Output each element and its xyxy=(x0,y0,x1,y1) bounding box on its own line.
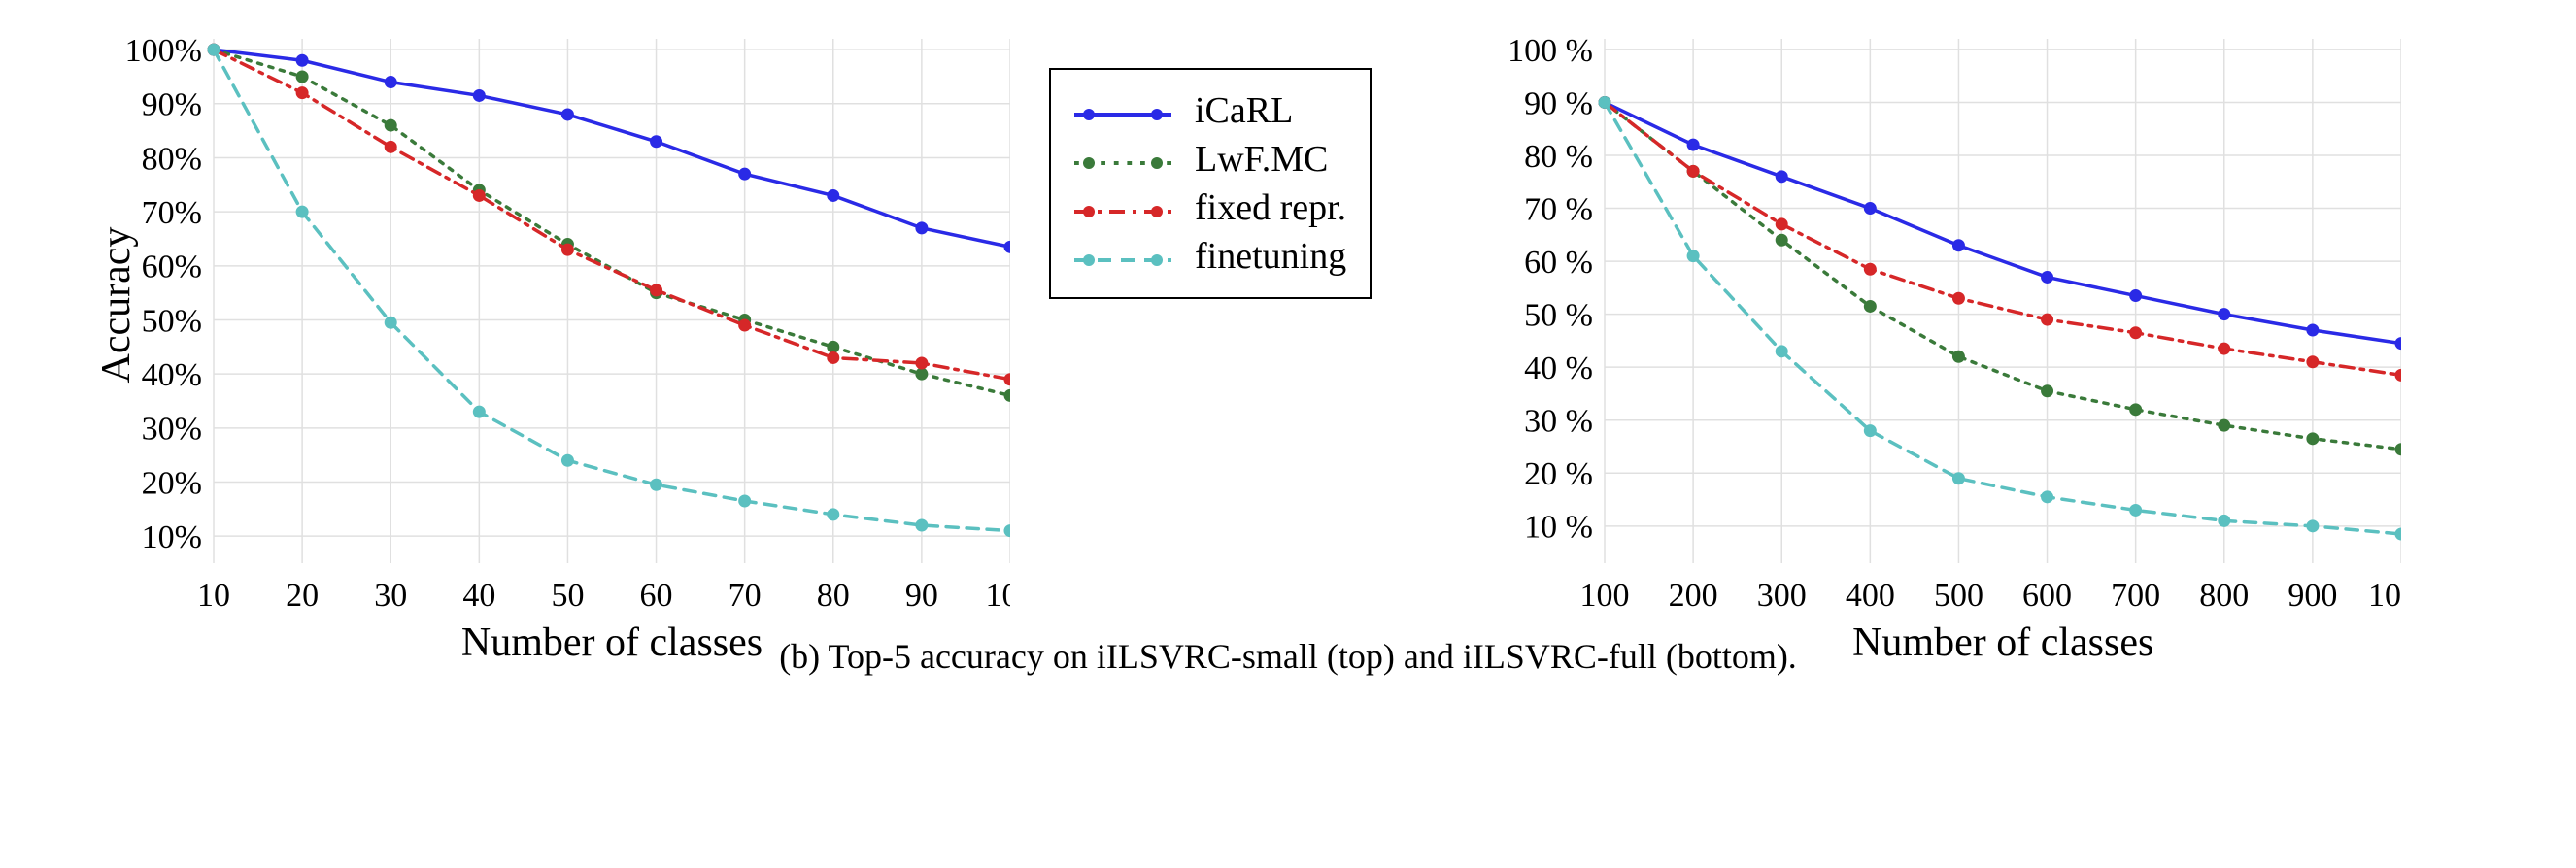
legend-label: finetuning xyxy=(1195,235,1346,278)
svg-text:30%: 30% xyxy=(142,412,202,448)
svg-text:100: 100 xyxy=(1580,578,1630,614)
svg-text:70%: 70% xyxy=(142,195,202,231)
x-axis-label-right: Number of classes xyxy=(1605,619,2401,666)
figure-container: 10% 20% 30% 40% 50% 60% 70% 80% 90% 100% 10 20 30 40 5… xyxy=(19,19,2557,849)
svg-text:10: 10 xyxy=(197,578,230,614)
svg-text:600: 600 xyxy=(2022,578,2072,614)
legend: iCaRL LwF.MC fixed repr. finetuning xyxy=(1049,68,1372,299)
svg-text:500: 500 xyxy=(1934,578,1983,614)
svg-text:80 %: 80 % xyxy=(1524,139,1593,175)
svg-text:10%: 10% xyxy=(142,519,202,555)
x-axis-label-left: Number of classes xyxy=(214,619,1010,666)
charts-row: 10% 20% 30% 40% 50% 60% 70% 80% 90% 100% 10 20 30 40 5… xyxy=(19,19,2557,626)
svg-text:700: 700 xyxy=(2111,578,2160,614)
legend-item: iCaRL xyxy=(1074,89,1346,132)
svg-text:90: 90 xyxy=(905,578,938,614)
legend-label: LwF.MC xyxy=(1195,138,1328,181)
chart-right-wrapper: 10 % 20 % 30 % 40 % 50 % 60 % 70 % 80 % 90 % 100 … xyxy=(1410,19,2401,626)
svg-text:50: 50 xyxy=(551,578,584,614)
svg-text:50 %: 50 % xyxy=(1524,298,1593,334)
svg-text:10 %: 10 % xyxy=(1524,510,1593,546)
legend-item: fixed repr. xyxy=(1074,186,1346,229)
svg-text:60 %: 60 % xyxy=(1524,245,1593,281)
svg-text:50%: 50% xyxy=(142,303,202,339)
svg-text:80: 80 xyxy=(817,578,850,614)
svg-text:20 %: 20 % xyxy=(1524,456,1593,492)
chart-right: 10 % 20 % 30 % 40 % 50 % 60 % 70 % 80 % 90 % 100 … xyxy=(1410,19,2401,621)
svg-text:90%: 90% xyxy=(142,87,202,123)
svg-text:100: 100 xyxy=(986,578,1011,614)
svg-text:40%: 40% xyxy=(142,357,202,393)
svg-text:20: 20 xyxy=(286,578,319,614)
svg-text:40 %: 40 % xyxy=(1524,351,1593,386)
legend-swatch xyxy=(1074,242,1171,271)
svg-text:80%: 80% xyxy=(142,141,202,177)
svg-text:400: 400 xyxy=(1846,578,1895,614)
legend-label: fixed repr. xyxy=(1195,186,1346,229)
svg-text:70 %: 70 % xyxy=(1524,191,1593,227)
chart-left-wrapper: 10% 20% 30% 40% 50% 60% 70% 80% 90% 100% 10 20 30 40 5… xyxy=(19,19,1010,626)
svg-text:90 %: 90 % xyxy=(1524,85,1593,121)
y-axis-label-left: Accuracy xyxy=(93,208,140,402)
legend-swatch xyxy=(1074,145,1171,174)
svg-text:60%: 60% xyxy=(142,250,202,285)
svg-text:800: 800 xyxy=(2199,578,2249,614)
svg-text:100 %: 100 % xyxy=(1508,33,1593,69)
svg-text:70: 70 xyxy=(729,578,762,614)
legend-label: iCaRL xyxy=(1195,89,1293,132)
legend-item: finetuning xyxy=(1074,235,1346,278)
svg-text:60: 60 xyxy=(640,578,673,614)
svg-text:900: 900 xyxy=(2288,578,2338,614)
legend-item: LwF.MC xyxy=(1074,138,1346,181)
svg-text:30: 30 xyxy=(374,578,407,614)
legend-swatch xyxy=(1074,96,1171,125)
legend-swatch xyxy=(1074,193,1171,222)
svg-text:40: 40 xyxy=(462,578,495,614)
svg-text:1000: 1000 xyxy=(2368,578,2401,614)
svg-text:300: 300 xyxy=(1757,578,1807,614)
svg-text:200: 200 xyxy=(1669,578,1718,614)
svg-text:20%: 20% xyxy=(142,465,202,501)
chart-left: 10% 20% 30% 40% 50% 60% 70% 80% 90% 100% 10 20 30 40 5… xyxy=(19,19,1010,621)
svg-text:100%: 100% xyxy=(125,33,202,69)
svg-text:30 %: 30 % xyxy=(1524,404,1593,440)
